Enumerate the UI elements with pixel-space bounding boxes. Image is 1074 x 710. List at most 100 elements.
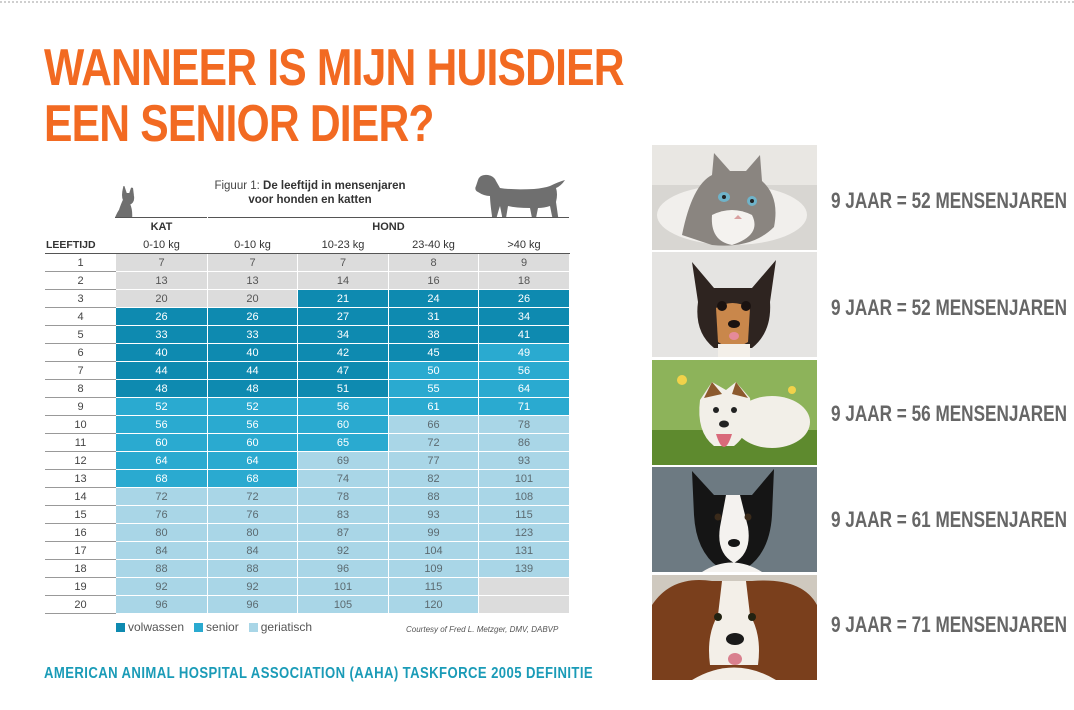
age-table: KAT HOND LEEFTIJD 0-10 kg 0-10 kg 10-23 …	[45, 217, 570, 614]
column-header: 10-23 kg	[297, 235, 389, 254]
legend-label: senior	[206, 620, 239, 634]
table-cell: 16	[388, 271, 479, 290]
table-cell: 105	[297, 595, 389, 614]
dog-header: HOND	[207, 217, 570, 236]
table-cell: 115	[478, 505, 570, 524]
legend-label: volwassen	[128, 620, 185, 634]
table-row: 18 88 88 96 109 139	[45, 559, 570, 578]
photo-caption-3: 9 JAAR = 56 MENSENJAREN	[831, 401, 1068, 426]
page-title: WANNEER IS MIJN HUISDIER EEN SENIOR DIER…	[44, 40, 625, 153]
table-cell: 56	[207, 415, 298, 434]
table-cell: 33	[115, 325, 208, 344]
age-cell: 13	[45, 469, 116, 488]
corner-cell	[45, 217, 116, 236]
table-cell: 26	[478, 289, 570, 308]
column-header: 23-40 kg	[388, 235, 479, 254]
figure-prefix: Figuur 1:	[214, 180, 264, 192]
cat-header: KAT	[115, 217, 208, 236]
table-cell: 14	[297, 271, 389, 290]
dotted-top-border	[0, 1, 1074, 3]
table-row: 3 20 20 21 24 26	[45, 289, 570, 308]
table-cell: 76	[207, 505, 298, 524]
table-cell: 20	[115, 289, 208, 308]
table-cell: 88	[388, 487, 479, 506]
table-cell: 69	[297, 451, 389, 470]
table-cell: 71	[478, 397, 570, 416]
table-cell: 101	[297, 577, 389, 596]
age-cell: 4	[45, 307, 116, 326]
legend-swatch-adult	[116, 623, 125, 633]
title-line-2: EEN SENIOR DIER?	[44, 95, 434, 153]
table-cell: 66	[388, 415, 479, 434]
dog-silhouette-icon	[475, 174, 565, 229]
age-cell: 2	[45, 271, 116, 290]
table-cell: 83	[297, 505, 389, 524]
table-cell: 34	[297, 325, 389, 344]
table-cell: 40	[115, 343, 208, 362]
table-cell: 96	[207, 595, 298, 614]
source-line: AMERICAN ANIMAL HOSPITAL ASSOCIATION (AA…	[44, 665, 594, 682]
group-header-row: KAT HOND	[45, 217, 570, 236]
table-cell: 80	[115, 523, 208, 542]
border-collie-photo	[652, 467, 817, 572]
table-row: 14 72 72 78 88 108	[45, 487, 570, 506]
table-cell: 42	[297, 343, 389, 362]
table-cell: 26	[207, 307, 298, 326]
age-cell: 20	[45, 595, 116, 614]
table-cell: 18	[478, 271, 570, 290]
table-cell: 64	[115, 451, 208, 470]
table-cell: 109	[388, 559, 479, 578]
table-row: 13 68 68 74 82 101	[45, 469, 570, 488]
legend: volwassen senior geriatisch	[116, 620, 312, 634]
table-cell: 88	[207, 559, 298, 578]
table-row: 5 33 33 34 38 41	[45, 325, 570, 344]
age-cell: 8	[45, 379, 116, 398]
figure-bold-1: De leeftijd in mensenjaren	[263, 180, 406, 192]
table-cell: 51	[297, 379, 389, 398]
table-cell: 65	[297, 433, 389, 452]
table-cell: 7	[297, 253, 389, 272]
chihuahua-photo	[652, 252, 817, 357]
table-cell: 41	[478, 325, 570, 344]
age-table-body: 1 7 7 7 8 9 2 13 13 14 16 18 3 20 20 21 24 26 4 26 26 27 31 34 5…	[45, 253, 570, 614]
table-cell: 60	[115, 433, 208, 452]
table-cell: 101	[478, 469, 570, 488]
legend-swatch-geriatric	[248, 623, 258, 633]
age-cell: 1	[45, 253, 116, 272]
table-cell: 123	[478, 523, 570, 542]
age-cell: 19	[45, 577, 116, 596]
table-cell: 60	[207, 433, 298, 452]
table-row: 11 60 60 65 72 86	[45, 433, 570, 452]
table-cell: 96	[115, 595, 208, 614]
age-cell: 6	[45, 343, 116, 362]
age-cell: 15	[45, 505, 116, 524]
table-cell: 92	[207, 577, 298, 596]
table-cell: 56	[297, 397, 389, 416]
figure-bold-2: voor honden en katten	[248, 194, 372, 206]
table-cell: 74	[297, 469, 389, 488]
table-cell: 76	[115, 505, 208, 524]
table-cell: 8	[388, 253, 479, 272]
table-cell	[478, 577, 570, 596]
table-cell: 99	[388, 523, 479, 542]
table-cell: 87	[297, 523, 389, 542]
table-cell: 139	[478, 559, 570, 578]
table-cell: 34	[478, 307, 570, 326]
table-cell: 68	[207, 469, 298, 488]
table-cell: 49	[478, 343, 570, 362]
table-row: 4 26 26 27 31 34	[45, 307, 570, 326]
table-cell: 47	[297, 361, 389, 380]
age-cell: 3	[45, 289, 116, 308]
table-cell: 38	[388, 325, 479, 344]
table-row: 6 40 40 42 45 49	[45, 343, 570, 362]
table-cell: 64	[207, 451, 298, 470]
saint-bernard-photo	[652, 575, 817, 680]
table-cell: 93	[478, 451, 570, 470]
table-cell: 31	[388, 307, 479, 326]
table-row: 9 52 52 56 61 71	[45, 397, 570, 416]
table-cell: 115	[388, 577, 479, 596]
age-header: LEEFTIJD	[45, 235, 116, 254]
table-cell: 27	[297, 307, 389, 326]
table-cell: 104	[388, 541, 479, 560]
